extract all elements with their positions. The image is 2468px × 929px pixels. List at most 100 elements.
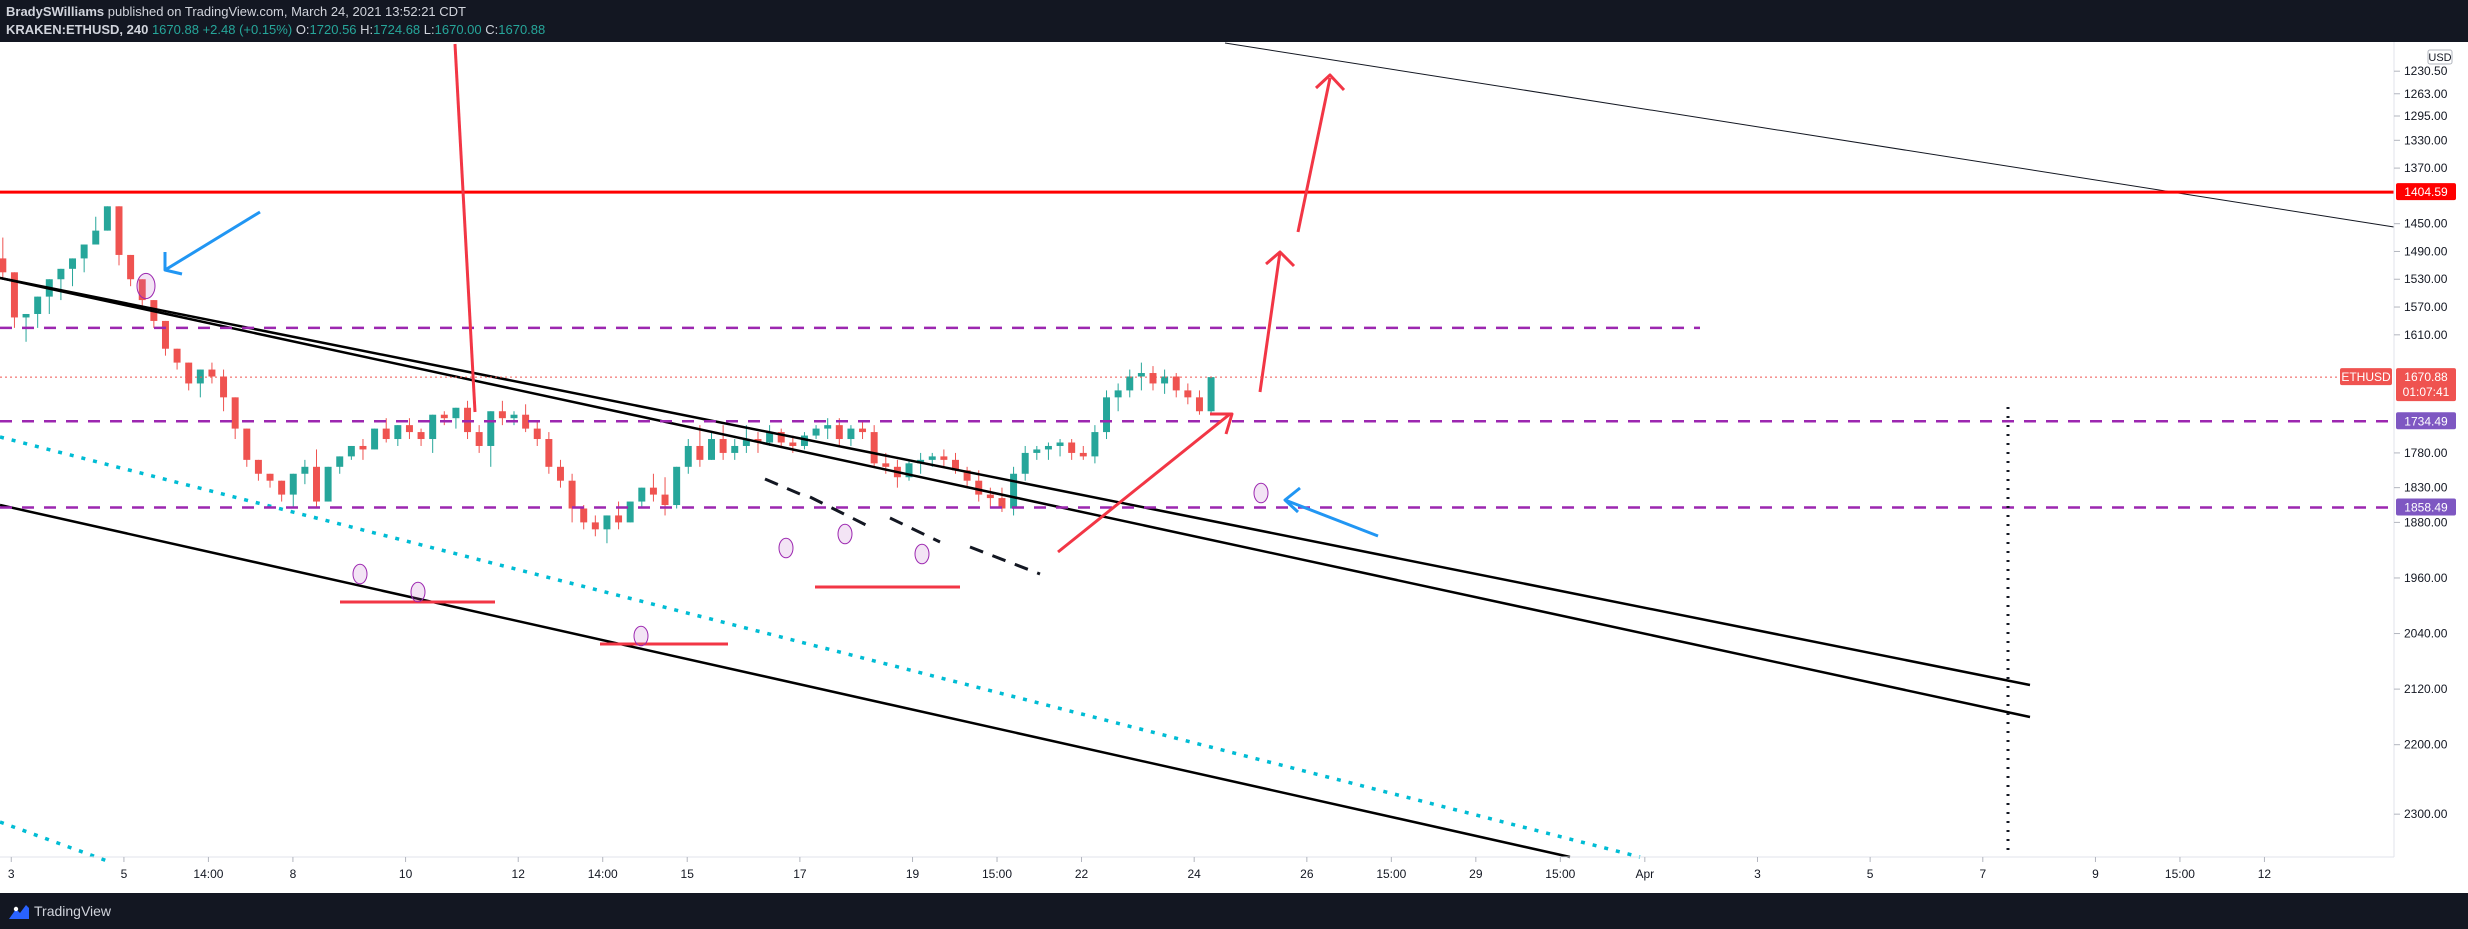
- candle-body[interactable]: [371, 428, 379, 450]
- candle-body[interactable]: [394, 425, 402, 440]
- candle-body[interactable]: [1137, 373, 1145, 377]
- candle-body[interactable]: [1207, 377, 1215, 412]
- candle-body[interactable]: [870, 432, 878, 464]
- candle-body[interactable]: [661, 494, 669, 506]
- candle-body[interactable]: [336, 456, 344, 467]
- candle-body[interactable]: [417, 432, 425, 440]
- candle-body[interactable]: [580, 508, 588, 523]
- candle-body[interactable]: [382, 428, 390, 440]
- candle-body[interactable]: [161, 320, 169, 349]
- candle-body[interactable]: [278, 480, 286, 495]
- candle-body[interactable]: [405, 425, 413, 433]
- candle-body[interactable]: [1103, 397, 1111, 433]
- candle-body[interactable]: [0, 258, 7, 273]
- candle-body[interactable]: [266, 473, 274, 481]
- candle-body[interactable]: [510, 414, 518, 419]
- candle-body[interactable]: [1021, 452, 1029, 474]
- candle-body[interactable]: [475, 432, 483, 446]
- candle-body[interactable]: [800, 435, 808, 446]
- time-axis[interactable]: 3 5 14:00 8 10 12 14:00 15 17 19 15:00 22 24 26 15:00 2…: [0, 856, 2394, 881]
- candle-body[interactable]: [69, 258, 77, 269]
- candle-body[interactable]: [928, 456, 936, 460]
- candle-body[interactable]: [185, 362, 193, 384]
- candle-body[interactable]: [1033, 449, 1041, 453]
- candle-body[interactable]: [173, 348, 181, 363]
- symbol-label[interactable]: KRAKEN:ETHUSD, 240: [6, 22, 149, 37]
- candle-body[interactable]: [498, 411, 506, 419]
- candle-body[interactable]: [812, 428, 820, 436]
- candle-body[interactable]: [220, 376, 228, 398]
- candle-body[interactable]: [208, 369, 216, 377]
- candle-body[interactable]: [138, 279, 146, 301]
- candle-body[interactable]: [196, 369, 204, 384]
- candle-body[interactable]: [975, 480, 983, 495]
- candle-body[interactable]: [615, 515, 623, 523]
- candle-body[interactable]: [34, 296, 42, 314]
- candle-body[interactable]: [766, 432, 774, 443]
- candle-body[interactable]: [1172, 376, 1180, 391]
- candle-body[interactable]: [673, 466, 681, 506]
- candle-body[interactable]: [1114, 390, 1122, 398]
- candle-body[interactable]: [22, 313, 30, 318]
- candle-body[interactable]: [591, 522, 599, 530]
- candle-body[interactable]: [10, 272, 18, 318]
- tradingview-logo-icon[interactable]: [8, 902, 30, 920]
- candle-body[interactable]: [452, 407, 460, 419]
- candle-body[interactable]: [1091, 432, 1099, 457]
- candle-body[interactable]: [1079, 452, 1087, 457]
- candle-body[interactable]: [347, 445, 355, 457]
- candle-body[interactable]: [243, 428, 251, 460]
- candle-body[interactable]: [103, 206, 111, 231]
- candle-body[interactable]: [127, 254, 135, 280]
- candle-body[interactable]: [115, 206, 123, 255]
- brand-label[interactable]: TradingView: [34, 903, 112, 919]
- candle-body[interactable]: [742, 439, 750, 446]
- candle-body[interactable]: [940, 456, 948, 460]
- candle-body[interactable]: [649, 487, 657, 495]
- price-axis[interactable]: USD 1230.50 1263.00 1295.00 1330.00 1370.00 1…: [2340, 42, 2456, 857]
- candle-body[interactable]: [684, 445, 692, 467]
- candle-body[interactable]: [859, 428, 867, 433]
- candle-body[interactable]: [719, 439, 727, 453]
- candle-body[interactable]: [568, 480, 576, 509]
- candle-body[interactable]: [313, 466, 320, 502]
- candle-body[interactable]: [963, 470, 971, 481]
- candle-body[interactable]: [522, 414, 530, 429]
- price-chart[interactable]: USD 1230.50 1263.00 1295.00 1330.00 1370.00 1…: [0, 42, 2468, 893]
- candle-body[interactable]: [777, 432, 785, 443]
- candle-body[interactable]: [1010, 473, 1018, 509]
- candle-body[interactable]: [986, 494, 994, 499]
- candle-body[interactable]: [638, 487, 646, 502]
- candle-body[interactable]: [545, 439, 553, 467]
- candle-body[interactable]: [80, 244, 88, 259]
- candle-body[interactable]: [998, 498, 1006, 509]
- candle-body[interactable]: [1195, 397, 1203, 412]
- candle-body[interactable]: [231, 397, 239, 429]
- candle-body[interactable]: [324, 466, 332, 502]
- candle-body[interactable]: [847, 428, 855, 440]
- candle-body[interactable]: [1161, 376, 1169, 384]
- candle-body[interactable]: [556, 466, 564, 481]
- candle-body[interactable]: [92, 230, 100, 245]
- candle-body[interactable]: [440, 414, 448, 419]
- author-name[interactable]: BradySWilliams: [6, 4, 105, 19]
- candle-body[interactable]: [429, 414, 437, 440]
- candle-body[interactable]: [57, 268, 65, 280]
- candle-body[interactable]: [789, 442, 797, 446]
- candle-body[interactable]: [533, 428, 541, 440]
- plot-area[interactable]: [0, 206, 1215, 544]
- candle-body[interactable]: [905, 463, 913, 478]
- candle-body[interactable]: [1184, 390, 1192, 398]
- candle-body[interactable]: [626, 501, 634, 523]
- candle-body[interactable]: [254, 459, 262, 474]
- candle-body[interactable]: [1056, 442, 1064, 446]
- candle-body[interactable]: [464, 407, 472, 433]
- candle-body[interactable]: [1044, 445, 1052, 450]
- candle-body[interactable]: [708, 439, 715, 460]
- candle-body[interactable]: [696, 445, 704, 460]
- candle-body[interactable]: [359, 445, 367, 450]
- candle-body[interactable]: [1068, 442, 1076, 453]
- candle-body[interactable]: [835, 425, 843, 440]
- currency-badge[interactable]: [2427, 49, 2453, 65]
- candle-body[interactable]: [603, 515, 611, 530]
